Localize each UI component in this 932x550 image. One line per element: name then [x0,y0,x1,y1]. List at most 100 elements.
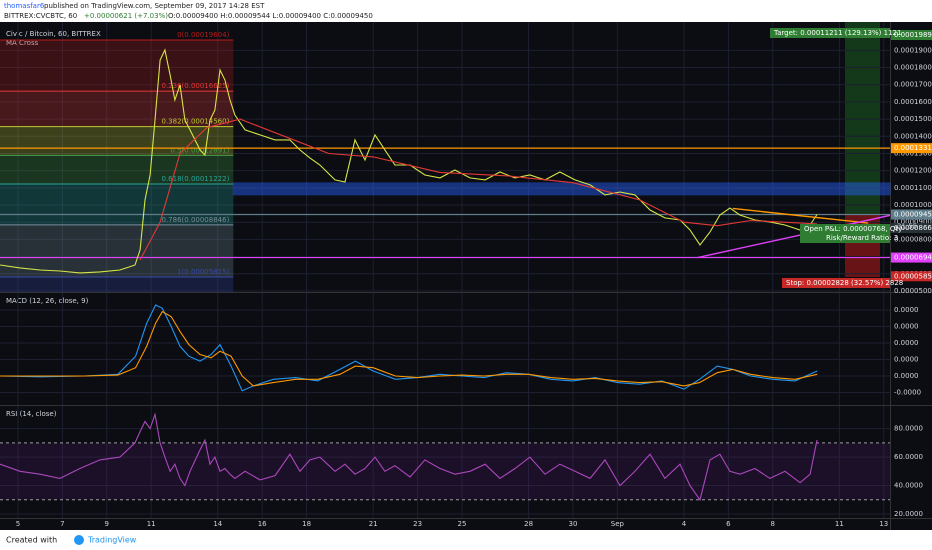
y-tick-label: -0.0000 [894,388,921,396]
x-tick-label: 6 [726,520,731,528]
target-box [770,28,890,38]
macd-title: MACD (12, 26, close, 9) [6,297,89,305]
symbol: BITTREX:CVCBTC, 60 [4,12,77,20]
target-label: Target: 0.00011211 (129.13%) 1121 [773,29,901,37]
change: +0.00000621 (+7.03%) [84,12,168,20]
price-marker [891,252,932,263]
fib-zone [0,224,234,277]
series-line [139,118,818,261]
x-tick-label: 8 [771,520,775,528]
rsi-title: RSI (14, close) [6,410,57,418]
y-tick-label: 0.0000 [894,322,919,330]
footer-created: Created with [6,536,57,545]
fib-zone [0,276,234,292]
price-marker-label: 0.00019893 [894,31,932,39]
footer-brand[interactable]: TradingView [87,536,137,545]
trend-line [732,207,869,224]
fib-label: 1(0.00005815) [177,268,229,276]
price-marker-label: 0.00005854 [894,272,932,280]
price-marker-label: 0.00009450 [894,210,932,218]
x-tick-label: 21 [369,520,378,528]
rsi-band [0,442,890,500]
y-tick-label: 0.0000 [894,355,919,363]
trend-line [697,214,891,259]
zone [232,182,891,196]
y-tick-label: 20.0000 [894,510,923,518]
x-tick-label: 13 [879,520,888,528]
author[interactable]: thomasfar6 [4,2,45,10]
stop-box [782,278,890,288]
y-tick-label: 80.0000 [894,425,923,433]
x-tick-label: 4 [682,520,687,528]
fib-label: 0.382(0.00014560) [162,118,230,126]
x-tick-label: 7 [60,520,64,528]
price-marker [891,209,932,220]
logo [74,535,84,545]
y-tick-label: 60.0000 [894,453,923,461]
price-marker-label: 0.00008662 [894,224,932,232]
series-line [0,304,818,392]
x-tick-label: 11 [147,520,156,528]
fib-label: 0(0.00019604) [177,31,229,39]
ratio-label: Risk/Reward Ratio: 3 [826,234,898,242]
price-title: Civic / Bitcoin, 60, BITTREX [6,30,101,38]
fib-zone [0,184,234,225]
pnl-box [800,224,890,243]
price-marker [891,223,932,234]
x-tick-label: 5 [16,520,20,528]
fib-zone [0,91,234,127]
fib-label: 0.786(0.00008846) [162,216,230,224]
x-tick-label: 30 [569,520,578,528]
stop-label: Stop: 0.00002828 (32.57%) 2828 [786,279,903,287]
x-tick-label: 25 [458,520,467,528]
fib-zone [0,155,234,185]
price-marker [891,143,932,154]
series-line [0,48,818,274]
indicator-title: MA Cross [6,39,39,47]
x-tick-label: Sep [611,520,625,528]
fib-zone [0,126,234,156]
countdown: 31:55 [897,222,917,230]
series-line [0,412,818,502]
fib-zone [0,39,234,92]
x-tick-label: 9 [105,520,109,528]
y-tick-label: 0.0000 [894,339,919,347]
x-tick-label: 18 [302,520,311,528]
price-marker [891,30,932,41]
series-line [0,310,818,387]
chart-background [0,22,932,530]
footer-bar [0,530,932,550]
target-zone [845,22,880,215]
y-tick-label: 0.0000 [894,306,919,314]
price-marker [891,271,932,282]
x-tick-label: 28 [524,520,533,528]
x-tick-label: 23 [413,520,422,528]
y-tick-label: 0.0000 [894,372,919,380]
pnl-label: Open P&L: 0.00000768, Qty [804,225,902,233]
x-tick-label: 16 [258,520,267,528]
fib-label: 0.618(0.00011222) [162,175,230,183]
ohlc: O:0.00009400 H:0.00009544 L:0.00009400 C… [168,12,373,20]
price-marker-label: 0.00006944 [894,254,932,262]
published: published on TradingView.com, September … [44,2,265,10]
x-tick-label: 14 [213,520,222,528]
x-tick-label: 11 [835,520,844,528]
y-tick-label: 0.00019000 [894,46,932,54]
fib-label: 0.236(0.00016625) [162,82,230,90]
y-tick-label: 40.0000 [894,482,923,490]
header-bar [0,0,932,22]
